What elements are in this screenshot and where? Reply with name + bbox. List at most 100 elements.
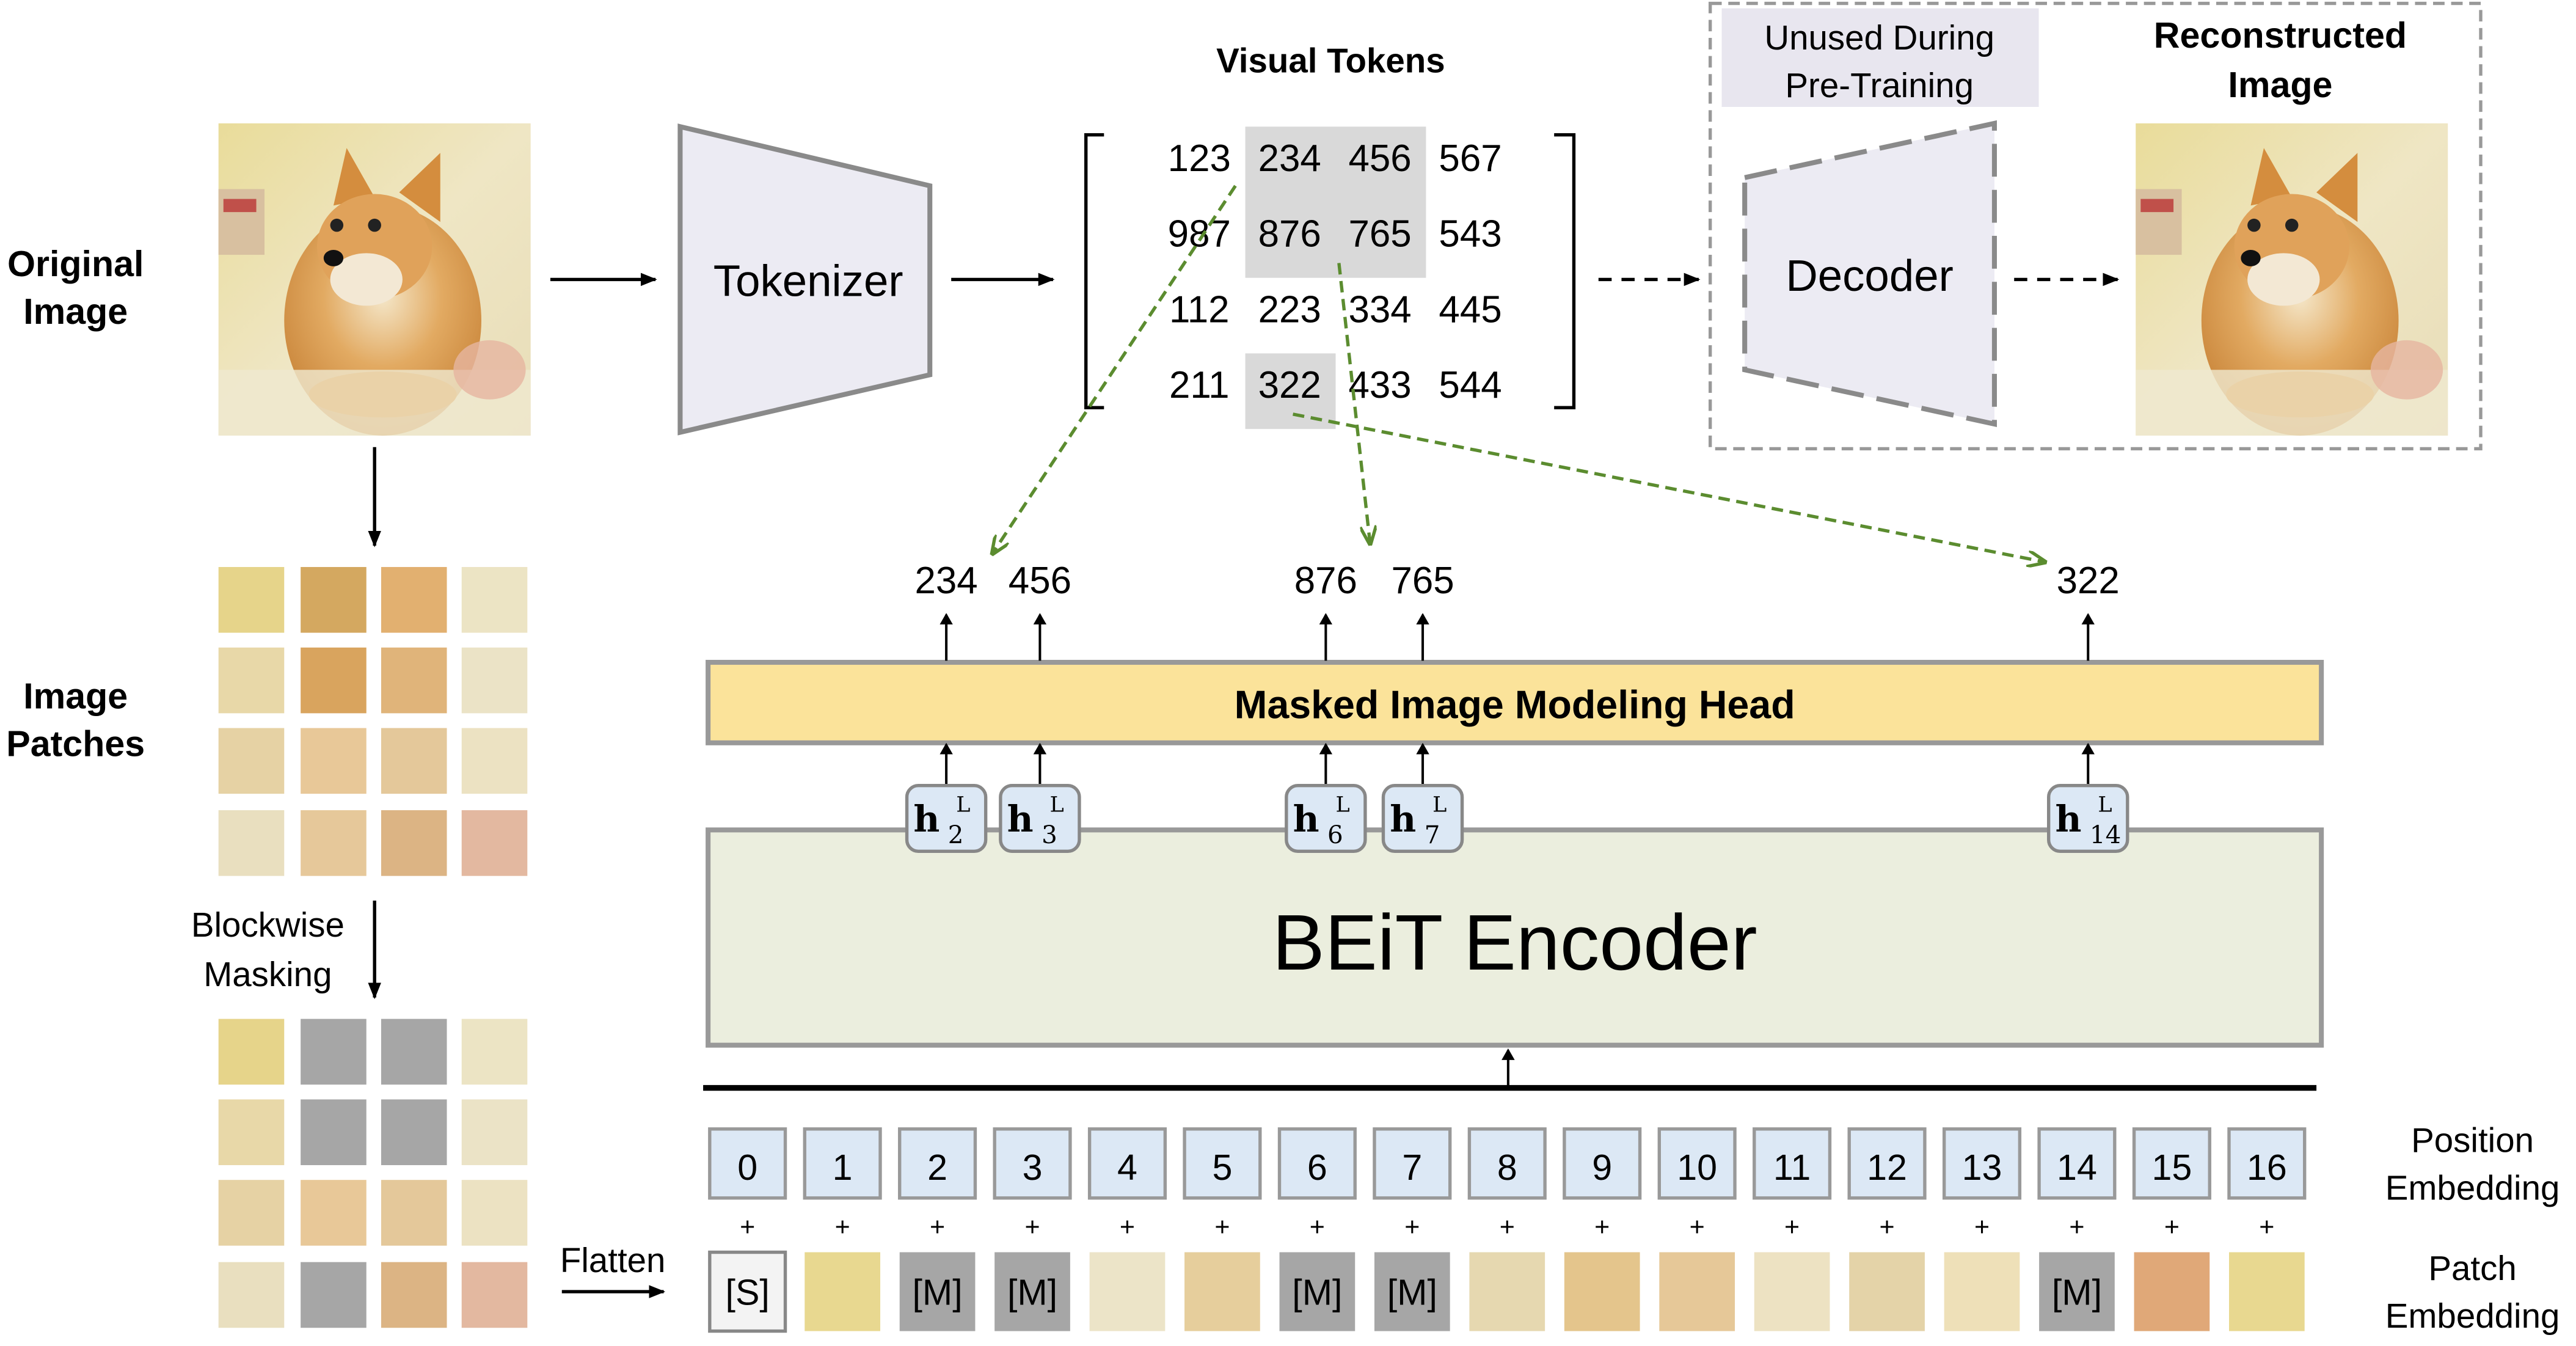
mask-token-label: [M] — [2052, 1272, 2102, 1313]
plus-icon: + — [1594, 1213, 1610, 1242]
predicted-token: 322 — [2057, 560, 2120, 602]
hidden-state-index: 2 — [948, 821, 964, 849]
plus-icon: + — [1214, 1213, 1230, 1242]
patch-embedding-image — [2228, 1252, 2305, 1331]
token-highlight — [1245, 202, 1336, 278]
position-label: 3 — [1023, 1147, 1043, 1188]
position-label: 15 — [2151, 1147, 2192, 1188]
embeddings: 0 + [S] 1 +2 + [M] 3 + [M] 4 +5 +6 + [M] 7 + [M] 8 +9 +10 +11… — [708, 1127, 2307, 1333]
hidden-state-box — [905, 784, 988, 853]
image-patch — [381, 810, 447, 876]
position-embedding — [2227, 1127, 2307, 1200]
token-highlight — [1335, 202, 1426, 278]
image-patch — [461, 1262, 528, 1328]
blockwise-masking-label: Blockwise Masking — [191, 905, 345, 993]
patch-embedding-image — [2134, 1252, 2210, 1331]
position-embedding — [1373, 1127, 1452, 1200]
patch-embedding-image — [1754, 1252, 1830, 1331]
hidden-state-superscript: L — [1432, 793, 1447, 817]
right-bracket — [1554, 133, 1576, 409]
position-label: 12 — [1867, 1147, 1907, 1188]
masked-patch — [301, 1262, 367, 1328]
patch-embedding-image — [1089, 1252, 1166, 1331]
image-patch — [381, 728, 447, 794]
patch-embedding-image — [1184, 1252, 1260, 1331]
mask-token — [1279, 1252, 1356, 1331]
visual-token: 433 — [1349, 364, 1412, 406]
cls-token — [708, 1250, 787, 1333]
beit-encoder-label: BEiT Encoder — [1272, 899, 1757, 987]
image-patch — [301, 728, 367, 794]
visual-token: 876 — [1258, 213, 1321, 255]
position-label: 2 — [927, 1147, 947, 1188]
image-patch — [218, 1180, 285, 1246]
plus-icon: + — [1500, 1213, 1515, 1242]
predicted-token: 765 — [1391, 560, 1454, 602]
image-patch — [461, 1180, 528, 1246]
position-label: 10 — [1677, 1147, 1717, 1188]
hidden-state-box — [2047, 784, 2129, 853]
position-embedding — [993, 1127, 1072, 1200]
plus-icon: + — [1784, 1213, 1800, 1242]
visual-token: 334 — [1349, 288, 1412, 331]
visual-token: 112 — [1169, 288, 1230, 331]
patch-embedding-label: Patch Embedding — [2385, 1249, 2560, 1335]
mask-token — [2039, 1252, 2115, 1331]
cls-token-label: [S] — [726, 1272, 770, 1313]
position-embedding — [1563, 1127, 1642, 1200]
mask-token-label: [M] — [1292, 1272, 1342, 1313]
plus-icon: + — [2069, 1213, 2084, 1242]
patch-embedding-image — [1469, 1252, 1545, 1331]
hidden-state-index: 14 — [2090, 821, 2121, 849]
mask-token-label: [M] — [1387, 1272, 1437, 1313]
position-label: 5 — [1212, 1147, 1232, 1188]
original-image — [218, 123, 531, 436]
position-embedding — [1753, 1127, 1832, 1200]
image-patch — [301, 647, 367, 714]
image-patch — [218, 567, 285, 633]
predicted-token: 456 — [1009, 560, 1071, 602]
target-arrow — [992, 185, 1237, 554]
plus-icon: + — [1120, 1213, 1135, 1242]
masked-patches-grid — [218, 1019, 528, 1328]
image-patch — [301, 567, 367, 633]
tokenizer-label: Tokenizer — [713, 256, 903, 305]
visual-token-grid: 123 234 456 567 987 876 765 543 112 223 334 445 211 3… — [1168, 126, 1502, 430]
visual-token: 544 — [1439, 364, 1501, 406]
reconstructed-image — [2136, 123, 2448, 436]
hidden-state-symbol: h — [913, 797, 940, 840]
position-embedding — [708, 1127, 787, 1200]
visual-token: 445 — [1439, 288, 1501, 331]
image-patch — [301, 810, 367, 876]
position-label: 0 — [737, 1147, 757, 1188]
position-label: 9 — [1592, 1147, 1612, 1188]
image-patch — [461, 567, 528, 633]
position-embedding — [1942, 1127, 2022, 1200]
hidden-state-symbol: h — [2055, 797, 2081, 840]
masked-patch — [301, 1019, 367, 1085]
token-highlight — [1335, 126, 1426, 202]
image-patch — [381, 647, 447, 714]
hidden-state-symbol: h — [1293, 797, 1319, 840]
decoder-label: Decoder — [1786, 251, 1953, 301]
visual-token: 456 — [1349, 137, 1412, 180]
predicted-token: 234 — [915, 560, 978, 602]
masked-patch — [381, 1019, 447, 1085]
image-patches-label: Image Patches — [6, 675, 145, 764]
image-patch — [381, 1180, 447, 1246]
plus-icon: + — [1690, 1213, 1705, 1242]
plus-icon: + — [930, 1213, 945, 1242]
predicted-token: 876 — [1294, 560, 1357, 602]
visual-token: 765 — [1349, 213, 1412, 255]
plus-icon: + — [2259, 1213, 2274, 1242]
hidden-state-symbol: h — [1007, 797, 1034, 840]
image-patch — [301, 1180, 367, 1246]
visual-token: 234 — [1258, 137, 1321, 180]
patch-embedding-image — [1849, 1252, 1925, 1331]
plus-icon: + — [1310, 1213, 1325, 1242]
patch-embedding-image — [805, 1252, 880, 1331]
image-patch — [461, 1099, 528, 1165]
patch-embedding-image — [1944, 1252, 2020, 1331]
